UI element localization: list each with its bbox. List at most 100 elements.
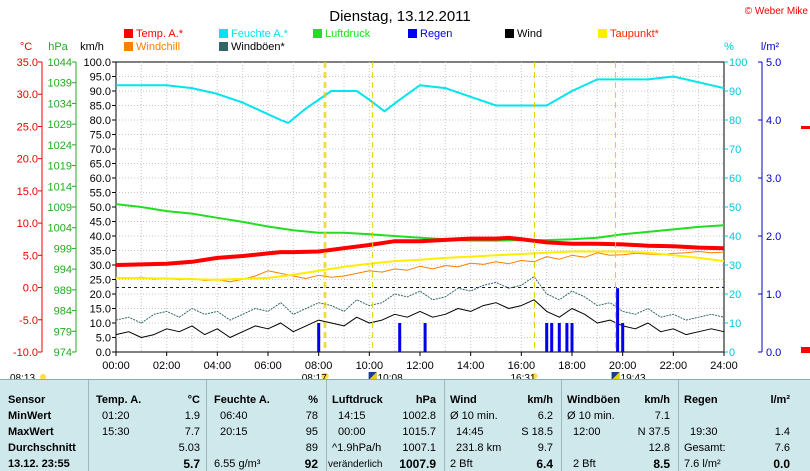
legend-label-3: Regen xyxy=(420,28,452,40)
pressure-max: 1015.7 xyxy=(402,426,436,438)
pressure-tick-label: 974 xyxy=(54,347,72,359)
gusts-r2-val: N 37.5 xyxy=(637,426,670,438)
humidity-tick-label: 50 xyxy=(729,202,741,214)
humidity-tick-label: 0 xyxy=(729,347,735,359)
rain-header: Regen xyxy=(684,394,718,406)
rain-bar xyxy=(550,323,554,352)
wind-tick-label: 15.0 xyxy=(90,304,111,316)
wind-tick-label: 70.0 xyxy=(90,144,111,156)
temp-current: 5.7 xyxy=(183,457,200,471)
wind-tick-label: 55.0 xyxy=(90,188,111,200)
wind-r4-label: 2 Bft xyxy=(450,458,473,470)
pressure-min-time: 14:15 xyxy=(338,410,366,422)
sun-time-label: 16:31 xyxy=(511,373,536,380)
time-tick-label: 22:00 xyxy=(660,360,688,372)
wind-column: Wind km/h Ø 10 min. 6.2 14:45 S 18.5 231.8 … xyxy=(444,380,561,471)
right-edge-mark xyxy=(801,347,810,353)
temp-tick-label: -10.0 xyxy=(13,347,38,359)
wind-tick-label: 25.0 xyxy=(90,275,111,287)
pressure-min: 1002.8 xyxy=(402,410,436,422)
label-avg: Durchschnitt xyxy=(8,442,76,454)
gusts-unit: km/h xyxy=(644,394,670,406)
time-tick-label: 02:00 xyxy=(153,360,181,372)
pressure-tick-label: 1019 xyxy=(48,161,72,173)
wind-tick-label: 40.0 xyxy=(90,231,111,243)
time-tick-label: 24:00 xyxy=(710,360,738,372)
legend-label-1: Feuchte A.* xyxy=(231,28,289,40)
time-tick-label: 04:00 xyxy=(204,360,232,372)
temp-unit-label: °C xyxy=(20,41,32,53)
wind-tick-label: 90.0 xyxy=(90,86,111,98)
rain-tick-label: 1.0 xyxy=(766,289,781,301)
pressure-tick-label: 1029 xyxy=(48,119,72,131)
humidity-tick-label: 80 xyxy=(729,115,741,127)
moon-time-label: 10:08 xyxy=(378,373,403,380)
temp-tick-label: 20.0 xyxy=(17,154,38,166)
pressure-tick-label: 1044 xyxy=(48,57,72,69)
label-current: 13.12. 23:55 xyxy=(8,458,70,470)
dewpoint-line xyxy=(115,250,725,281)
rain-bar xyxy=(565,323,569,352)
humidity-header: Feuchte A. xyxy=(214,394,270,406)
rain-column: Regen l/m² 19:30 1.4 Gesamt: 7.6 7.6 l/m² 0.… xyxy=(678,380,810,471)
rain-r3-label: Gesamt: xyxy=(684,442,726,454)
pressure-max-time: 00:00 xyxy=(338,426,366,438)
moon-icon-shade xyxy=(368,372,377,380)
gusts-r2-time: 12:00 xyxy=(573,426,601,438)
legend-swatch-1 xyxy=(219,29,228,38)
humidity-column: Feuchte A.% 06:40 78 20:15 95 89 6.55 g/m³… xyxy=(206,380,326,471)
pressure-header: Luftdruck xyxy=(332,394,383,406)
gusts-r1-val: 7.1 xyxy=(654,410,670,422)
wind-tick-label: 95.0 xyxy=(90,72,111,84)
temp-unit: °C xyxy=(187,394,200,406)
sun-icon xyxy=(531,373,538,379)
pressure-column: Luftdruck hPa 14:15 1002.8 00:00 1015.7 ^1.… xyxy=(326,380,444,471)
humidity-avg: 89 xyxy=(305,442,318,454)
wind-tick-label: 60.0 xyxy=(90,173,111,185)
time-tick-label: 14:00 xyxy=(457,360,485,372)
pressure-current: 1007.9 xyxy=(397,457,436,471)
rain-tick-label: 4.0 xyxy=(766,115,781,127)
humidity-min-time: 06:40 xyxy=(220,410,248,422)
pressure-tick-label: 1039 xyxy=(48,78,72,90)
rain-bar xyxy=(317,323,321,352)
temp-tick-label: 35.0 xyxy=(17,57,38,69)
humidity-current: 92 xyxy=(304,457,318,471)
temp-min: 1.9 xyxy=(184,410,200,422)
moon-time-label: 19:43 xyxy=(621,373,646,380)
pressure-trend: ^1.9hPa/h xyxy=(332,442,382,454)
time-tick-label: 18:00 xyxy=(558,360,586,372)
moon-icon-shade xyxy=(611,372,620,380)
gusts-column: Windböen km/h Ø 10 min. 7.1 12:00 N 37.5 12… xyxy=(561,380,678,471)
temp-tick-label: 0.0 xyxy=(23,283,38,295)
rain-current: 0.0 xyxy=(773,457,790,471)
wind-tick-label: 75.0 xyxy=(90,130,111,142)
time-tick-label: 00:00 xyxy=(102,360,130,372)
wind-tick-label: 0.0 xyxy=(96,347,111,359)
gusts-line xyxy=(115,276,725,324)
wind-r3-label: 231.8 km xyxy=(456,442,502,454)
rain-r4-label: 7.6 l/m² xyxy=(684,458,721,470)
weather-chart: Dienstag, 13.12.2011 © Weber Mike Temp. … xyxy=(10,6,810,380)
legend-label-0: Temp. A.* xyxy=(136,28,184,40)
legend-label-7: Windböen* xyxy=(231,41,286,53)
temp-tick-label: 5.0 xyxy=(23,250,38,262)
pressure-tick-label: 994 xyxy=(54,264,72,276)
humidity-tick-label: 90 xyxy=(729,86,741,98)
legend-label-2: Luftdruck xyxy=(325,28,371,40)
temp-header: Temp. A. xyxy=(96,394,142,406)
time-tick-label: 10:00 xyxy=(356,360,384,372)
time-tick-label: 20:00 xyxy=(609,360,637,372)
time-tick-label: 16:00 xyxy=(508,360,536,372)
wind-tick-label: 20.0 xyxy=(90,289,111,301)
temp-avg: 5.03 xyxy=(178,442,200,454)
pressure-tick-label: 984 xyxy=(54,306,72,318)
wind-tick-label: 65.0 xyxy=(90,159,111,171)
pressure-tick-label: 1004 xyxy=(48,223,72,235)
humidity-tick-label: 40 xyxy=(729,231,741,243)
wind-r2-time: 14:45 xyxy=(456,426,484,438)
gusts-current: 8.5 xyxy=(653,457,670,471)
wind-tick-label: 5.0 xyxy=(96,333,111,345)
wind-tick-label: 45.0 xyxy=(90,217,111,229)
temp-max-time: 15:30 xyxy=(102,426,130,438)
